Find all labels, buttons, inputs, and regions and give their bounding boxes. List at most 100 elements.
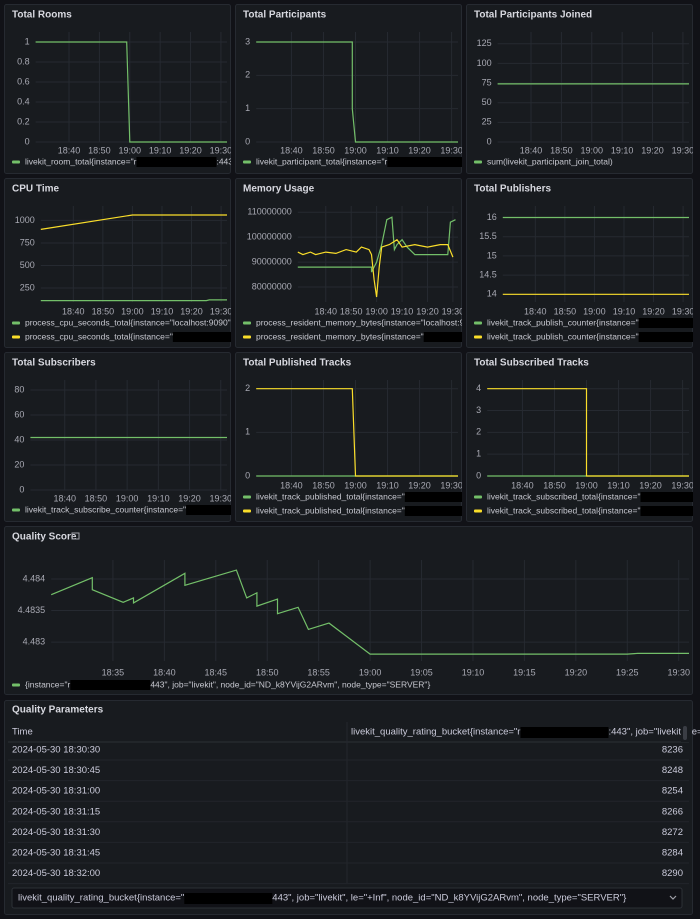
legend-label: process_resident_memory_bytes{instance=" [256,331,424,341]
panel-title: Quality Score [12,532,77,543]
y-tick-label: 0 [245,470,250,480]
x-tick-label: 19:10 [151,306,174,316]
y-tick-label: 0.6 [17,76,30,86]
panel-title: CPU Time [12,184,59,195]
legend-swatch [243,495,251,499]
series-select[interactable] [11,887,683,909]
select-label: 443", job="livekit", le="+Inf", node_id=… [272,893,626,904]
series-line [256,388,458,477]
cell-time: 2024-05-30 18:32:00 [12,868,100,879]
panel-title: Memory Usage [243,184,315,195]
x-tick-label: 18:45 [205,667,228,677]
x-tick-label: 19:20 [408,145,431,155]
redaction [172,332,231,342]
cell-value: 8236 [662,745,683,756]
x-tick-label: 19:30 [442,306,465,316]
x-tick-label: 19:30 [440,145,463,155]
panel-icon [71,532,80,540]
x-tick-label: 19:00 [119,145,142,155]
y-tick-label: 100000000 [247,232,292,242]
x-tick-label: 19:10 [611,145,634,155]
panel-content: CPU Time 250 500 750 1000 18:40 18:50 19:00 19:1… [12,184,255,342]
x-tick-label: 19:00 [359,667,382,677]
y-tick-label: 4.4835 [18,605,46,615]
x-tick-label: 19:10 [147,493,170,503]
cell-value: 8272 [662,827,683,838]
y-tick-label: 1 [25,36,30,46]
y-tick-label: 1 [245,103,250,113]
x-tick-label: 19:00 [581,145,604,155]
x-tick-label: 18:40 [280,480,303,490]
x-tick-label: 19:00 [121,306,144,316]
cell-time: 2024-05-30 18:31:15 [12,806,100,817]
panel-content: Memory Usage 80000000 90000000 100000000 110… [243,184,484,342]
y-tick-label: 90000000 [252,256,292,266]
x-tick-label: 19:30 [210,145,233,155]
x-tick-label: 18:40 [511,480,534,490]
cell-value: 8254 [662,786,683,797]
legend-label: livekit_track_subscribed_total{instance=… [487,505,641,515]
redaction [423,332,462,342]
panel [235,352,462,522]
x-tick-label: 18:40 [280,145,303,155]
panel-content: Total Participants Joined 0 25 50 75 100 125 18… [474,10,693,166]
legend-swatch [474,495,482,499]
x-tick-label: 18:50 [88,145,111,155]
x-tick-label: 18:50 [543,480,566,490]
y-tick-label: 25 [482,117,492,127]
legend-label: livekit_track_publish_counter{instance=" [487,331,639,341]
legend-swatch [243,321,251,325]
legend-label: process_resident_memory_bytes{instance="… [256,317,484,327]
series-line [487,388,689,477]
redaction [70,680,151,690]
panel-content: Total Published Tracks 0 1 2 18:40 18:50 19:00… [243,358,462,516]
x-tick-label: 19:30 [209,493,232,503]
redaction [184,893,273,904]
y-tick-label: 1 [476,449,481,459]
x-tick-label: 19:20 [178,493,201,503]
x-tick-label: 19:20 [642,306,665,316]
x-tick-label: 18:50 [312,145,335,155]
series-line [40,299,227,302]
x-tick-label: 19:00 [344,480,367,490]
cell-value: 8284 [662,848,683,859]
y-tick-label: 2 [245,70,250,80]
y-tick-label: 0 [19,484,24,494]
x-tick-label: 18:50 [256,667,279,677]
x-tick-label: 19:20 [180,306,203,316]
y-tick-label: 1 [245,427,250,437]
panel-title: Total Subscribed Tracks [474,358,589,369]
legend-label: :443", job= [216,156,257,166]
x-tick-label: 19:20 [641,145,664,155]
legend-label: livekit_participant_total{instance="r [256,156,387,166]
column-header: livekit_quality_rating_bucket{instance="… [351,727,520,738]
x-tick-label: 18:40 [315,306,338,316]
legend-swatch [243,335,251,339]
y-tick-label: 500 [20,260,35,270]
legend-label: process_cpu_seconds_total{instance=" [25,331,173,341]
x-tick-label: 19:05 [410,667,433,677]
x-tick-label: 18:50 [554,306,577,316]
x-tick-label: 18:50 [312,480,335,490]
legend-label: livekit_room_total{instance="r [25,156,137,166]
y-tick-label: 2 [245,383,250,393]
y-tick-label: 20 [14,459,24,469]
x-tick-label: 19:20 [565,667,588,677]
legend-swatch [243,509,251,513]
panel [235,178,462,348]
legend-swatch [12,508,20,512]
legend-label: process_cpu_seconds_total{instance="loca… [25,317,255,327]
y-tick-label: 125 [477,38,492,48]
y-tick-label: 40 [14,434,24,444]
cell-value: 8290 [662,868,683,879]
y-tick-label: 1000 [15,215,35,225]
y-tick-label: 50 [482,97,492,107]
y-tick-label: 0.8 [17,56,30,66]
y-tick-label: 4.483 [23,636,46,646]
legend-swatch [12,335,20,339]
x-tick-label: 18:40 [62,306,85,316]
select-label: livekit_quality_rating_bucket{instance=" [18,893,184,904]
legend-swatch [474,160,482,164]
